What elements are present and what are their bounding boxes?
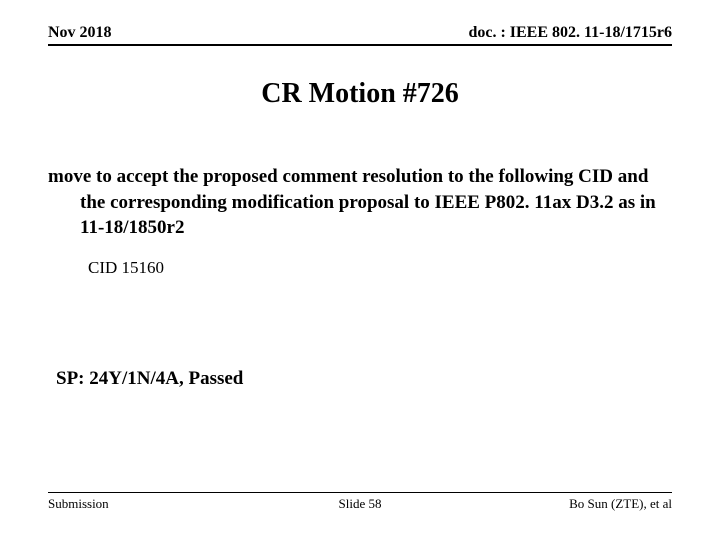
header-doc: doc. : IEEE 802. 11-18/1715r6: [468, 24, 672, 42]
motion-paragraph: move to accept the proposed comment reso…: [48, 164, 672, 241]
motion-text: move to accept the proposed comment reso…: [48, 164, 672, 241]
header: Nov 2018 doc. : IEEE 802. 11-18/1715r6: [48, 24, 672, 46]
footer-right: Bo Sun (ZTE), et al: [569, 496, 672, 512]
footer-center: Slide 58: [339, 496, 382, 512]
footer-left: Submission: [48, 496, 109, 512]
cid-label: CID 15160: [88, 258, 164, 278]
sp-result: SP: 24Y/1N/4A, Passed: [56, 368, 243, 390]
footer: Submission Slide 58 Bo Sun (ZTE), et al: [48, 492, 672, 512]
page-title: CR Motion #726: [0, 78, 720, 110]
header-date: Nov 2018: [48, 24, 112, 42]
